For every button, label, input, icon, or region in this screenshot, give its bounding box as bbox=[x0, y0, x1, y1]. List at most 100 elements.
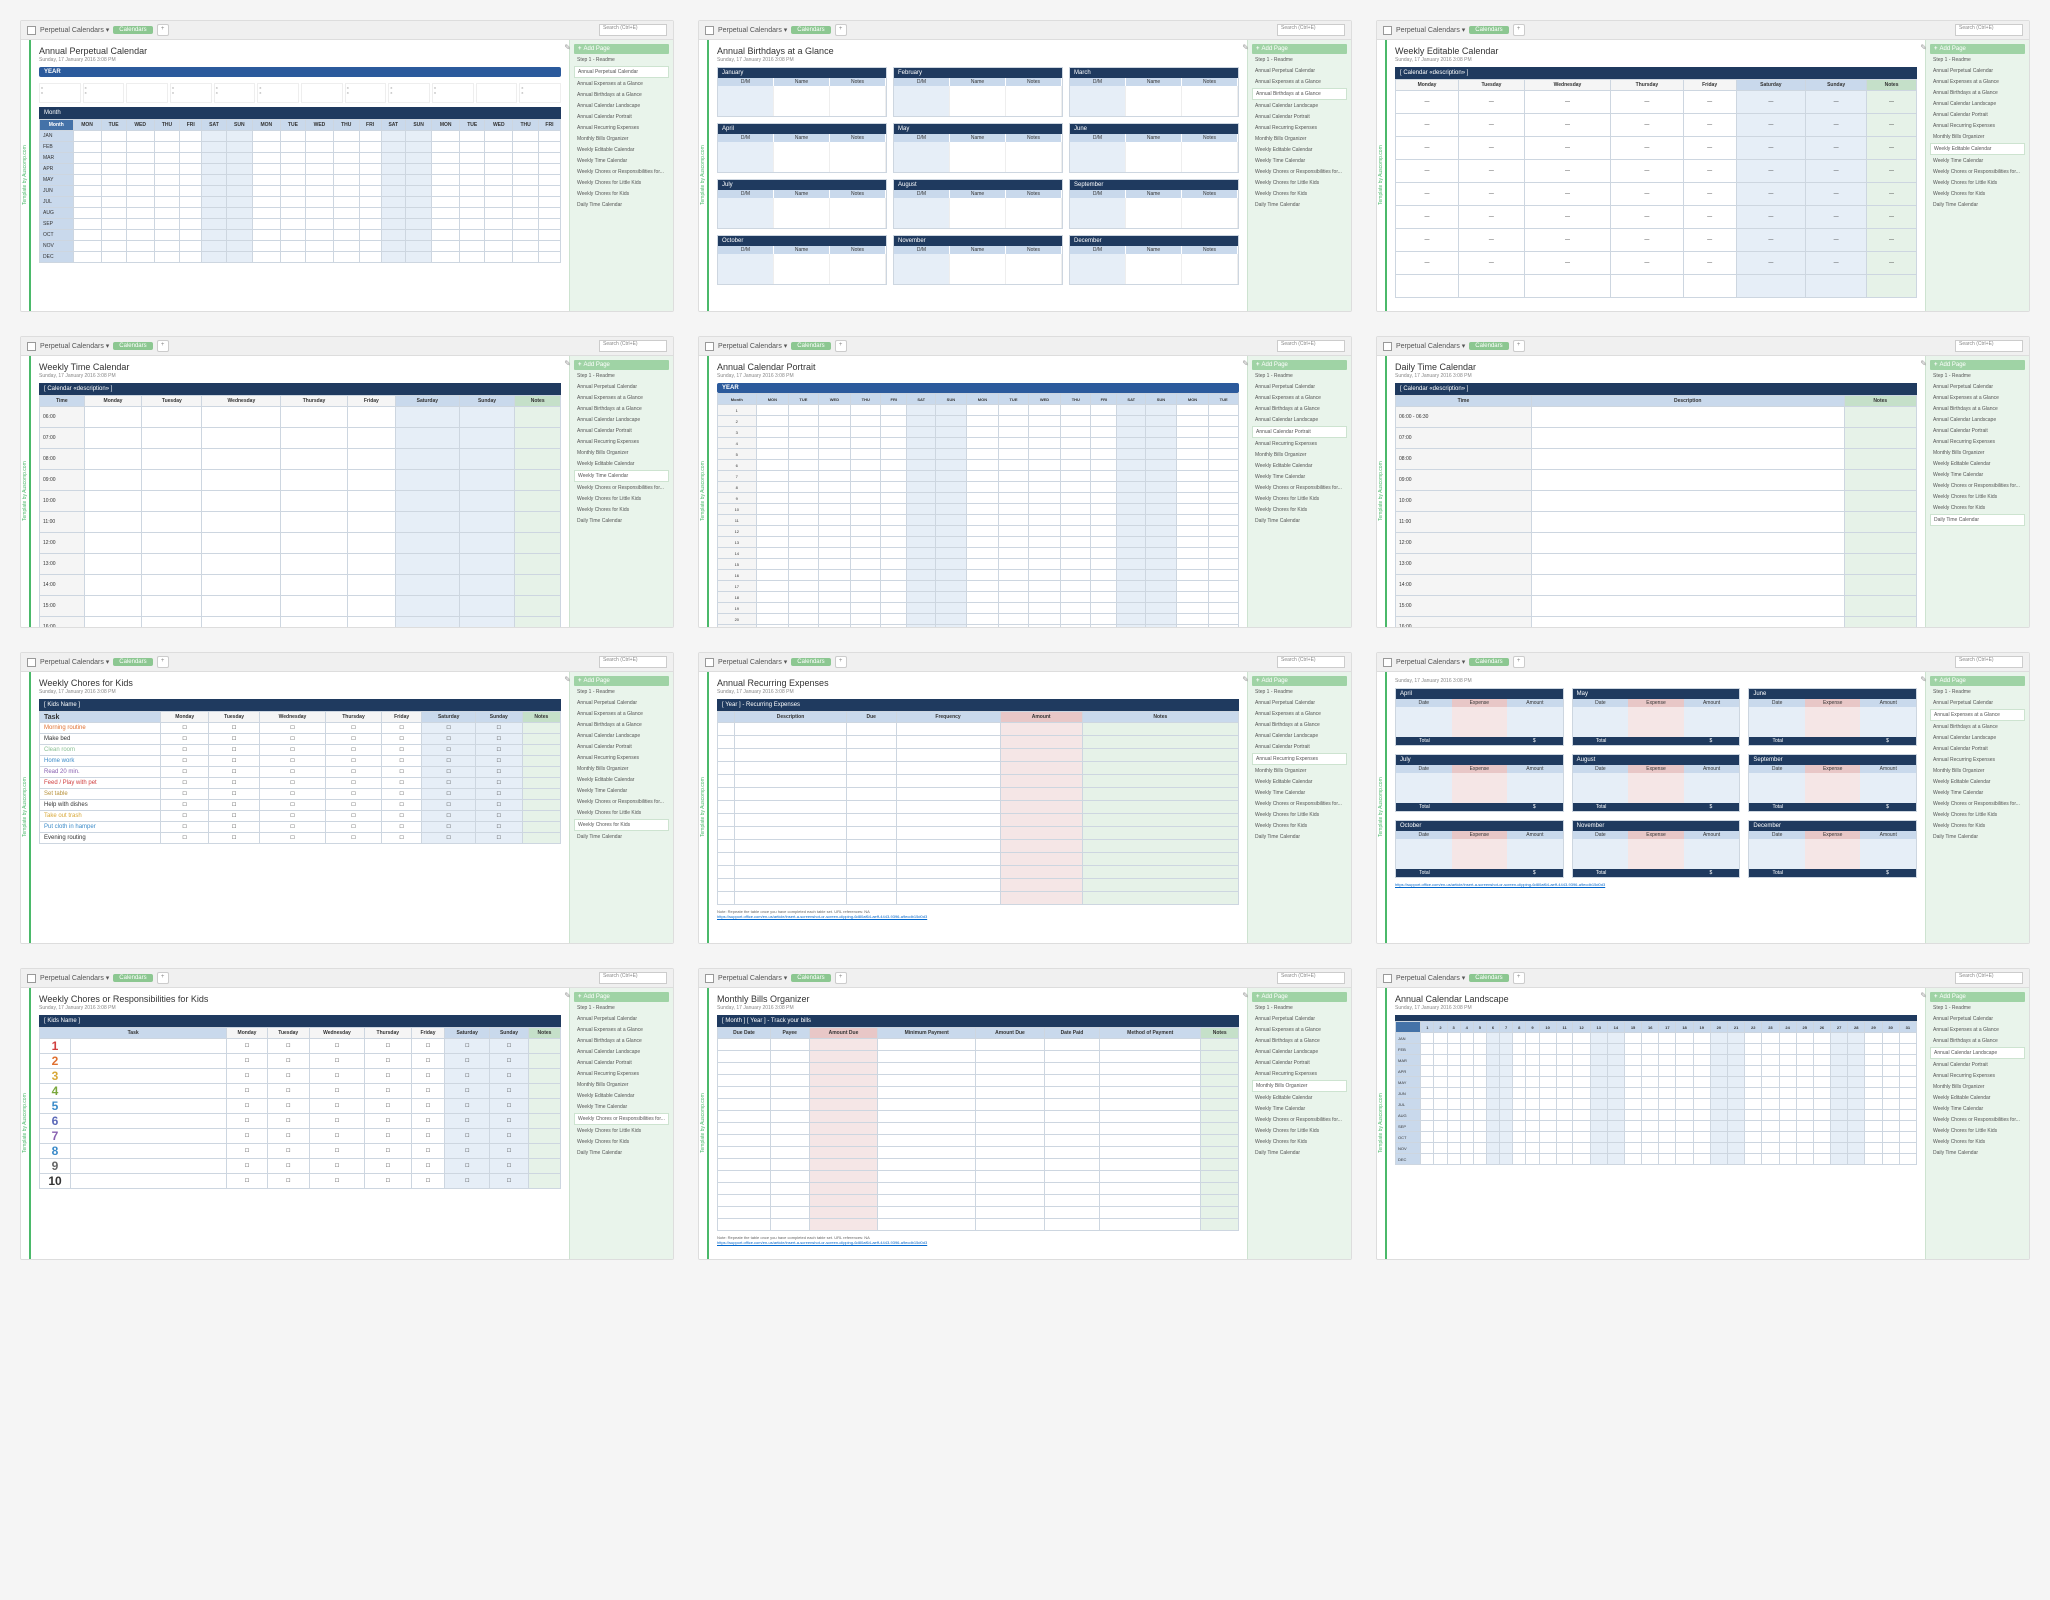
add-page-button[interactable]: Add Page bbox=[574, 992, 669, 1002]
page-nav-item[interactable]: Weekly Chores for Kids bbox=[574, 1137, 669, 1147]
page-nav-item[interactable]: Monthly Bills Organizer bbox=[1930, 132, 2025, 142]
page-nav-item[interactable]: Annual Calendar Portrait bbox=[574, 112, 669, 122]
page-nav-item[interactable]: Weekly Chores or Responsibilities for... bbox=[1252, 483, 1347, 493]
tab-calendars[interactable]: Calendars bbox=[791, 974, 830, 982]
page-nav-item[interactable]: Weekly Chores or Responsibilities for... bbox=[1930, 481, 2025, 491]
page-nav-item[interactable]: Weekly Chores for Little Kids bbox=[1252, 810, 1347, 820]
tab-calendars[interactable]: Calendars bbox=[791, 658, 830, 666]
page-nav-item[interactable]: Annual Expenses at a Glance bbox=[1930, 1025, 2025, 1035]
tab-calendars[interactable]: Calendars bbox=[791, 342, 830, 350]
page-nav-item[interactable]: Weekly Chores or Responsibilities for... bbox=[1930, 167, 2025, 177]
tab-calendars[interactable]: Calendars bbox=[113, 974, 152, 982]
bills-header[interactable]: [ Month ] [ Year ] - Track your bills bbox=[717, 1015, 1239, 1027]
notebook-name[interactable]: Perpetual Calendars ▾ bbox=[1396, 974, 1465, 982]
page-nav-item[interactable]: Annual Calendar Portrait bbox=[574, 426, 669, 436]
page-nav-item[interactable]: Annual Perpetual Calendar bbox=[1930, 1014, 2025, 1024]
page-nav-item[interactable]: Daily Time Calendar bbox=[1252, 832, 1347, 842]
page-nav-item[interactable]: Annual Calendar Portrait bbox=[1252, 426, 1347, 438]
page-nav-item[interactable]: Weekly Chores or Responsibilities for... bbox=[1252, 167, 1347, 177]
page-nav-item[interactable]: Monthly Bills Organizer bbox=[1930, 766, 2025, 776]
page-nav-item[interactable]: Annual Birthdays at a Glance bbox=[574, 90, 669, 100]
page-nav-item[interactable]: Annual Calendar Portrait bbox=[1252, 1058, 1347, 1068]
page-nav-item[interactable]: Step 1 - Readme bbox=[1252, 1003, 1347, 1013]
page-nav-item[interactable]: Weekly Chores for Kids bbox=[1252, 189, 1347, 199]
add-page-button[interactable]: Add Page bbox=[1930, 360, 2025, 370]
page-nav-item[interactable]: Weekly Editable Calendar bbox=[574, 145, 669, 155]
page-nav-item[interactable]: Annual Perpetual Calendar bbox=[574, 698, 669, 708]
page-nav-item[interactable]: Weekly Time Calendar bbox=[1930, 788, 2025, 798]
edit-icon[interactable]: ✎ bbox=[1242, 991, 1249, 1000]
page-nav-item[interactable]: Weekly Editable Calendar bbox=[1930, 1093, 2025, 1103]
page-nav-item[interactable]: Weekly Editable Calendar bbox=[1930, 777, 2025, 787]
edit-icon[interactable]: ✎ bbox=[1242, 359, 1249, 368]
page-nav-item[interactable]: Annual Birthdays at a Glance bbox=[1252, 88, 1347, 100]
page-nav-item[interactable]: Weekly Time Calendar bbox=[574, 786, 669, 796]
page-nav-item[interactable]: Weekly Chores for Little Kids bbox=[574, 178, 669, 188]
page-nav-item[interactable]: Annual Recurring Expenses bbox=[574, 753, 669, 763]
page-nav-item[interactable]: Daily Time Calendar bbox=[1930, 832, 2025, 842]
edit-icon[interactable]: ✎ bbox=[1242, 675, 1249, 684]
add-tab-button[interactable]: + bbox=[157, 656, 169, 668]
page-nav-item[interactable]: Weekly Editable Calendar bbox=[1252, 1093, 1347, 1103]
edit-icon[interactable]: ✎ bbox=[1242, 43, 1249, 52]
page-nav-item[interactable]: Weekly Chores or Responsibilities for... bbox=[1930, 799, 2025, 809]
search-input[interactable]: Search (Ctrl+E) bbox=[599, 340, 667, 352]
page-nav-item[interactable]: Daily Time Calendar bbox=[574, 516, 669, 526]
page-nav-item[interactable]: Weekly Chores for Kids bbox=[1930, 1137, 2025, 1147]
page-nav-item[interactable]: Step 1 - Readme bbox=[574, 1003, 669, 1013]
page-nav-item[interactable]: Annual Perpetual Calendar bbox=[574, 382, 669, 392]
page-nav-item[interactable]: Monthly Bills Organizer bbox=[574, 448, 669, 458]
tab-calendars[interactable]: Calendars bbox=[1469, 974, 1508, 982]
add-page-button[interactable]: Add Page bbox=[1930, 992, 2025, 1002]
page-nav-item[interactable]: Weekly Chores or Responsibilities for... bbox=[1930, 1115, 2025, 1125]
page-nav-item[interactable]: Annual Calendar Portrait bbox=[1930, 426, 2025, 436]
page-nav-item[interactable]: Annual Birthdays at a Glance bbox=[1252, 1036, 1347, 1046]
page-nav-item[interactable]: Annual Perpetual Calendar bbox=[1930, 66, 2025, 76]
page-nav-item[interactable]: Annual Birthdays at a Glance bbox=[1252, 404, 1347, 414]
search-input[interactable]: Search (Ctrl+E) bbox=[1277, 24, 1345, 36]
tab-calendars[interactable]: Calendars bbox=[791, 26, 830, 34]
page-nav-item[interactable]: Annual Expenses at a Glance bbox=[1930, 393, 2025, 403]
page-nav-item[interactable]: Annual Perpetual Calendar bbox=[574, 1014, 669, 1024]
add-page-button[interactable]: Add Page bbox=[574, 360, 669, 370]
page-nav-item[interactable]: Weekly Time Calendar bbox=[1930, 156, 2025, 166]
page-nav-item[interactable]: Weekly Chores or Responsibilities for... bbox=[574, 167, 669, 177]
page-nav-item[interactable]: Weekly Chores for Kids bbox=[1252, 505, 1347, 515]
page-nav-item[interactable]: Annual Calendar Landscape bbox=[574, 101, 669, 111]
notebook-name[interactable]: Perpetual Calendars ▾ bbox=[1396, 342, 1465, 350]
notebook-icon[interactable] bbox=[27, 342, 36, 351]
page-nav-item[interactable]: Weekly Chores for Kids bbox=[1252, 1137, 1347, 1147]
notebook-icon[interactable] bbox=[27, 658, 36, 667]
edit-icon[interactable]: ✎ bbox=[1920, 43, 1927, 52]
tab-calendars[interactable]: Calendars bbox=[1469, 26, 1508, 34]
page-nav-item[interactable]: Daily Time Calendar bbox=[1252, 516, 1347, 526]
add-page-button[interactable]: Add Page bbox=[574, 676, 669, 686]
search-input[interactable]: Search (Ctrl+E) bbox=[599, 972, 667, 984]
page-nav-item[interactable]: Weekly Editable Calendar bbox=[1930, 143, 2025, 155]
page-nav-item[interactable]: Daily Time Calendar bbox=[1252, 200, 1347, 210]
page-nav-item[interactable]: Weekly Chores for Kids bbox=[1930, 189, 2025, 199]
page-nav-item[interactable]: Annual Perpetual Calendar bbox=[1930, 382, 2025, 392]
page-nav-item[interactable]: Weekly Chores for Kids bbox=[1930, 821, 2025, 831]
add-tab-button[interactable]: + bbox=[157, 972, 169, 984]
page-nav-item[interactable]: Weekly Time Calendar bbox=[1930, 1104, 2025, 1114]
page-nav-item[interactable]: Step 1 - Readme bbox=[1252, 371, 1347, 381]
page-nav-item[interactable]: Weekly Time Calendar bbox=[1252, 156, 1347, 166]
reference-link[interactable]: https://support.office.com/en-us/article… bbox=[717, 1240, 1239, 1245]
add-tab-button[interactable]: + bbox=[1513, 972, 1525, 984]
page-nav-item[interactable]: Annual Expenses at a Glance bbox=[1930, 77, 2025, 87]
add-page-button[interactable]: Add Page bbox=[1252, 992, 1347, 1002]
page-nav-item[interactable]: Weekly Chores for Kids bbox=[574, 505, 669, 515]
page-nav-item[interactable]: Annual Calendar Landscape bbox=[1930, 415, 2025, 425]
page-nav-item[interactable]: Weekly Chores for Little Kids bbox=[1930, 492, 2025, 502]
edit-icon[interactable]: ✎ bbox=[1920, 991, 1927, 1000]
page-nav-item[interactable]: Weekly Chores for Little Kids bbox=[1252, 1126, 1347, 1136]
page-nav-item[interactable]: Annual Birthdays at a Glance bbox=[1930, 1036, 2025, 1046]
page-nav-item[interactable]: Annual Perpetual Calendar bbox=[1252, 1014, 1347, 1024]
page-nav-item[interactable]: Monthly Bills Organizer bbox=[1252, 134, 1347, 144]
tab-calendars[interactable]: Calendars bbox=[1469, 658, 1508, 666]
page-nav-item[interactable]: Annual Expenses at a Glance bbox=[1252, 77, 1347, 87]
add-tab-button[interactable]: + bbox=[835, 24, 847, 36]
kids-name-bar[interactable]: [ Kids Name ] bbox=[39, 699, 561, 711]
page-nav-item[interactable]: Annual Calendar Landscape bbox=[1252, 731, 1347, 741]
